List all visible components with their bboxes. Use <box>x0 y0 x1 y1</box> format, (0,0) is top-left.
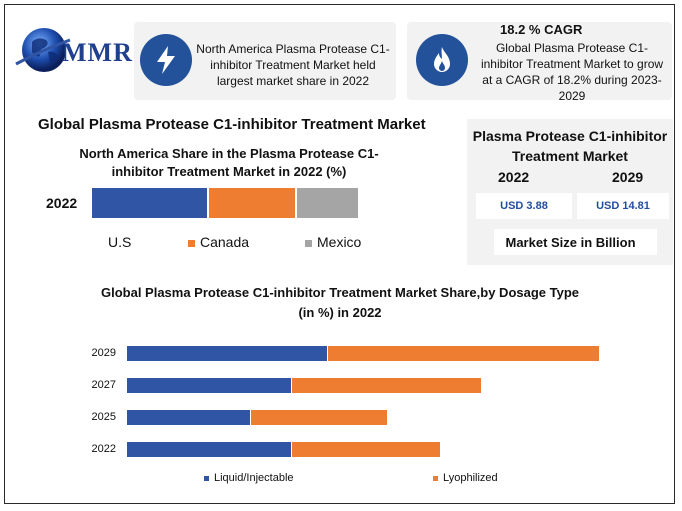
chart2-legend-liquid: Liquid/Injectable <box>204 472 294 484</box>
market-size-value-end: USD 14.81 <box>577 193 669 219</box>
chart2-category-2022: 2022 <box>91 443 116 455</box>
chart1-title: North America Share in the Plasma Protea… <box>79 146 379 179</box>
chart1-legend-mexico-swatch <box>305 239 312 247</box>
chart2-category-2025: 2025 <box>91 411 116 423</box>
chart1-legend-canada-swatch <box>188 239 195 247</box>
outer-frame <box>4 4 675 504</box>
logo <box>12 22 132 82</box>
chart2-legend-lyophilized: Lyophilized <box>433 472 498 484</box>
chart1-legend-mexico: Mexico <box>305 234 361 250</box>
info-card-cagr-text: Global Plasma Protease C1-inhibitor Trea… <box>480 41 664 103</box>
page-title: Global Plasma Protease C1-inhibitor Trea… <box>38 116 426 133</box>
chart1-bar-canada <box>209 188 295 218</box>
info-card-north-america-text: North America Plasma Protease C1-inhibit… <box>196 42 390 88</box>
chart2-category-2027: 2027 <box>91 379 116 391</box>
chart2-legend-lyophilized-label: Lyophilized <box>443 472 498 484</box>
chart2-bar-2025-liquidinjectable <box>127 410 250 425</box>
chart1-category-label: 2022 <box>46 195 78 211</box>
chart2-bar-2025-lyophilized <box>250 410 387 425</box>
chart2-legend-liquid-label: Liquid/Injectable <box>214 472 294 484</box>
chart1-legend-canada: Canada <box>188 234 249 250</box>
chart2-bar-2029-lyophilized <box>327 346 599 361</box>
chart2-legend-liquid-swatch <box>204 475 209 481</box>
cagr-heading: 18.2 % CAGR <box>500 22 583 37</box>
market-size-year-start: 2022 <box>498 169 530 185</box>
chart1-bar-us <box>92 188 208 218</box>
globe-icon <box>15 28 71 72</box>
chart2-bar-2027-liquidinjectable <box>127 378 292 393</box>
chart1-legend-mexico-label: Mexico <box>317 234 362 250</box>
chart2-bar-2022-liquidinjectable <box>127 442 292 457</box>
chart1-legend-us: U.S <box>108 234 131 250</box>
chart2-legend-lyophilized-swatch <box>433 475 438 481</box>
market-size-footer: Market Size in Billion <box>494 229 657 255</box>
chart2-title: Global Plasma Protease C1-inhibitor Trea… <box>100 285 580 320</box>
lightning-bolt-badge <box>140 34 192 86</box>
lightning-bolt-icon <box>157 46 175 74</box>
market-size-title: Plasma Protease C1-inhibitor Treatment M… <box>472 128 668 164</box>
chart1-bar-mexico <box>296 188 358 218</box>
chart1-legend-us-label: U.S <box>108 234 132 250</box>
chart2-bar-2029-liquidinjectable <box>127 346 327 361</box>
market-size-year-end: 2029 <box>612 169 644 185</box>
flame-badge <box>416 34 468 86</box>
market-size-value-start: USD 3.88 <box>476 193 572 219</box>
chart2-bar-2027-lyophilized <box>292 378 481 393</box>
flame-icon <box>434 47 450 72</box>
logo-text: MMR <box>62 38 133 67</box>
chart2-category-2029: 2029 <box>91 347 116 359</box>
chart2-bar-2022-lyophilized <box>292 442 440 457</box>
chart1-legend-canada-label: Canada <box>200 234 250 250</box>
